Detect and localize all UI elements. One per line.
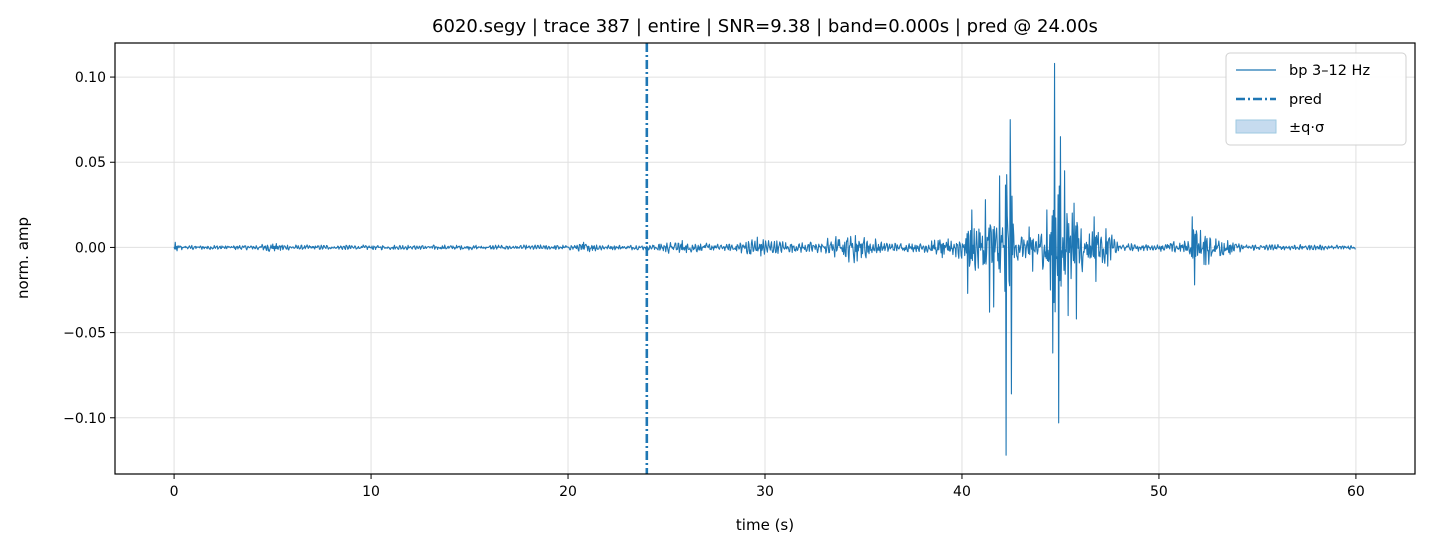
x-axis: 0 10 20 30 40 50 60	[170, 474, 1365, 500]
legend: bp 3–12 Hz pred ±q·σ	[1225, 52, 1407, 146]
y-tick-label: 0.05	[75, 155, 106, 171]
series-layer	[173, 62, 1356, 456]
x-tick-label: 40	[953, 484, 971, 500]
legend-label-series: bp 3–12 Hz	[1289, 63, 1370, 79]
legend-label-band: ±q·σ	[1289, 120, 1324, 136]
x-tick-label: 20	[559, 484, 577, 500]
x-tick-label: 60	[1347, 484, 1365, 500]
y-tick-label: −0.05	[63, 326, 106, 342]
x-tick-label: 0	[170, 484, 179, 500]
legend-label-pred: pred	[1289, 92, 1322, 108]
y-axis: −0.10 −0.05 0.00 0.05 0.10	[63, 70, 115, 427]
y-tick-label: 0.10	[75, 70, 106, 86]
x-tick-label: 50	[1150, 484, 1168, 500]
y-axis-title: norm. amp	[14, 217, 32, 299]
y-tick-label: 0.00	[75, 240, 106, 256]
chart-title: 6020.segy | trace 387 | entire | SNR=9.3…	[432, 16, 1098, 37]
y-tick-label: −0.10	[63, 411, 106, 427]
series-line-bp-3-12-hz	[173, 62, 1356, 456]
x-tick-label: 10	[362, 484, 380, 500]
x-tick-label: 30	[756, 484, 774, 500]
x-axis-title: time (s)	[736, 516, 794, 534]
legend-swatch-band	[1235, 119, 1277, 134]
